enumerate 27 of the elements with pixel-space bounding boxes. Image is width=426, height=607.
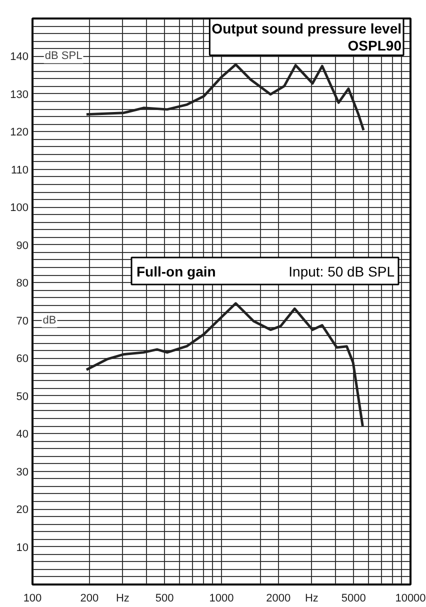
y-tick-label: 100 xyxy=(10,202,29,214)
y-tick-label: 140 xyxy=(10,51,29,64)
y-tick-label: 80 xyxy=(16,278,29,290)
y-tick-label: 110 xyxy=(10,164,29,176)
y-tick-label: 40 xyxy=(16,428,29,441)
annotation: dB SPL xyxy=(44,50,82,62)
y-tick-label: 60 xyxy=(16,353,29,366)
y-tick-label: 50 xyxy=(16,390,29,403)
x-tick-label: 10000 xyxy=(395,592,426,604)
y-tick-label: 20 xyxy=(16,504,29,516)
series-label: Output sound pressure level OSPL90 xyxy=(212,20,402,54)
x-tick-label: 500 xyxy=(155,592,174,604)
x-tick-label: Hz xyxy=(116,592,130,604)
y-tick-label: 70 xyxy=(16,315,29,328)
x-tick-label: 200 xyxy=(80,592,99,604)
y-tick-label: 30 xyxy=(16,466,29,478)
annotation: Input: 50 dB SPL xyxy=(288,264,395,280)
x-tick-label: 2000 xyxy=(266,592,291,604)
y-tick-label: 10 xyxy=(16,542,29,554)
annotation: dB xyxy=(42,314,56,326)
x-tick-label: 1000 xyxy=(209,592,234,604)
x-tick-label: Hz xyxy=(304,592,318,604)
y-tick-label: 90 xyxy=(16,240,29,252)
y-tick-label: 130 xyxy=(10,88,29,101)
x-tick-label: 5000 xyxy=(341,592,366,604)
text: Full-on gain xyxy=(136,264,216,280)
y-tick-label: 120 xyxy=(10,126,29,139)
